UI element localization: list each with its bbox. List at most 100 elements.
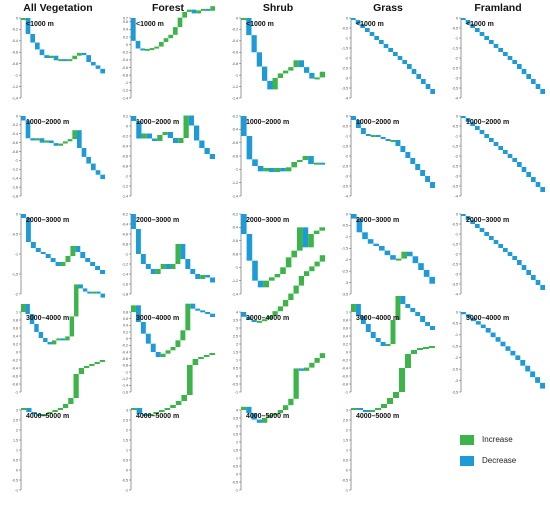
y-tick-label: 0 (126, 337, 128, 341)
decrease-bar (100, 174, 105, 180)
decrease-bar (131, 214, 136, 229)
increase-bar (390, 320, 396, 344)
decrease-bar (205, 8, 211, 11)
increase-bar (170, 347, 176, 351)
decrease-bar (152, 138, 158, 141)
y-tick-label: 2.5 (13, 418, 18, 422)
y-tick-label: 1 (126, 448, 128, 452)
y-tick-label: -2 (345, 154, 348, 158)
decrease-bar (425, 176, 431, 182)
waterfall-chart: 0 -0.2 -0.4 -0.6 -0.8 -1 -1.2 -1.4 <1000 m (232, 16, 325, 100)
decrease-bar (363, 410, 369, 412)
decrease-bar (95, 65, 101, 69)
y-tick-label: 0.5 (233, 366, 238, 370)
increase-bar (67, 139, 73, 142)
y-tick-label: 0 (346, 16, 348, 20)
decrease-bar (165, 264, 171, 269)
increase-bar (262, 319, 268, 322)
y-tick-label: -0.2 (342, 358, 348, 362)
increase-bar (293, 285, 299, 294)
decrease-bar (251, 320, 257, 322)
increase-bar (72, 55, 77, 60)
increase-bar (44, 140, 49, 143)
increase-bar (405, 354, 411, 368)
decrease-bar (418, 263, 424, 270)
decrease-bar (21, 214, 26, 218)
panel-label: 1000–2000 m (136, 119, 179, 126)
increase-bar (267, 414, 273, 418)
y-tick-label: -0.8 (232, 154, 238, 158)
decrease-bar (26, 408, 32, 412)
decrease-bar (44, 55, 49, 58)
decrease-bar (470, 24, 475, 28)
decrease-bar (365, 324, 371, 332)
waterfall-chart: 0 -0.5 -1 -1.5 -2 -2.5 -3 -3.5 3000–4000 m (452, 310, 545, 394)
y-tick-label: -1.4 (122, 272, 128, 276)
increase-bar (288, 293, 294, 300)
decrease-bar (423, 270, 430, 277)
y-tick-label: -2 (345, 258, 348, 262)
decrease-bar (498, 244, 503, 248)
panel-label: <1000 m (356, 21, 384, 28)
increase-bar (94, 362, 100, 364)
panel-label: 2000–3000 m (136, 217, 179, 224)
y-tick-label: 2.5 (123, 418, 128, 422)
decrease-bar (517, 64, 522, 69)
y-tick-label: -1.6 (12, 185, 18, 189)
decrease-bar (362, 232, 368, 240)
decrease-bar (25, 120, 31, 139)
y-tick-label: 0 (236, 374, 238, 378)
decrease-bar (91, 62, 96, 66)
increase-bar (56, 338, 61, 341)
y-tick-label: -0.5 (452, 322, 458, 326)
y-tick-label: -2.5 (342, 66, 348, 70)
waterfall-chart: 0 -0.5 -1 -1.5 -2 -2.5 -3 -3.5 -4 1000–2000 m (452, 114, 545, 198)
y-tick-label: -2.5 (342, 164, 348, 168)
decrease-bar (500, 341, 506, 347)
decrease-bar (540, 285, 545, 290)
decrease-bar (95, 170, 101, 175)
decrease-bar (475, 126, 480, 130)
increase-bar (198, 357, 204, 359)
decrease-bar (485, 328, 491, 333)
increase-bar (180, 330, 186, 341)
increase-bar (178, 138, 184, 143)
y-tick-label: -0.4 (232, 39, 238, 43)
decrease-bar (53, 143, 59, 146)
y-tick-label: 1.5 (13, 438, 18, 442)
increase-bar (302, 156, 309, 160)
panel-label: 2000–3000 m (466, 217, 509, 224)
y-tick-label: -1 (15, 252, 18, 256)
y-tick-label: 0 (346, 212, 348, 216)
decrease-bar (257, 280, 264, 288)
y-tick-label: -0.4 (12, 132, 18, 136)
decrease-bar (421, 79, 426, 84)
y-tick-label: -0.4 (122, 222, 128, 226)
increase-bar (395, 296, 401, 320)
y-tick-label: -1.4 (232, 96, 238, 100)
y-tick-label: 3.5 (233, 416, 238, 420)
y-tick-label: -0.8 (12, 382, 18, 386)
y-tick-label: -0.6 (232, 239, 238, 243)
y-tick-label: 2 (16, 428, 18, 432)
increase-bar (65, 256, 71, 262)
panel-label: 2000–3000 m (246, 217, 289, 224)
increase-bar (47, 412, 53, 414)
decrease-bar (53, 55, 59, 61)
legend-swatch-increase (460, 435, 474, 445)
panel-5: 0 -0.2 -0.4 -0.6 -0.8 -1 -1.2 -1.4 -1.6 -1.8 1000–… (8, 112, 108, 202)
y-tick-label: -3.5 (452, 86, 458, 90)
panel-label: 3000–4000 m (26, 315, 69, 322)
decrease-bar (135, 229, 141, 254)
increase-bar (285, 257, 292, 268)
decrease-bar (146, 133, 152, 139)
increase-bar (183, 115, 189, 138)
increase-bar (175, 244, 181, 264)
increase-bar (65, 336, 70, 341)
panel-label: <1000 m (26, 21, 54, 28)
increase-bar (411, 350, 417, 354)
increase-bar (277, 73, 283, 78)
decrease-bar (484, 36, 489, 40)
increase-bar (84, 366, 90, 368)
decrease-bar (470, 220, 475, 224)
